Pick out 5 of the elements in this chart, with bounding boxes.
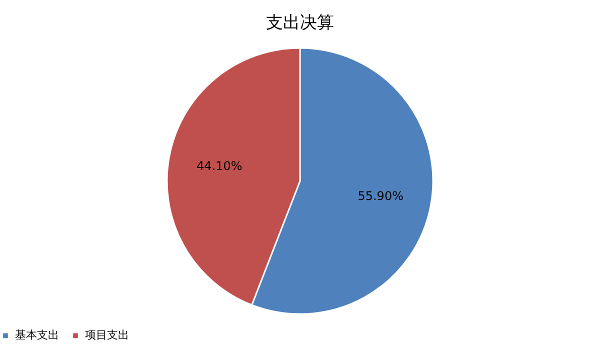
data-label: 44.10%: [196, 158, 242, 173]
chart-title: 支出决算: [266, 13, 334, 33]
legend-label: 基本支出: [15, 328, 59, 342]
data-label: 55.90%: [358, 189, 404, 204]
legend-label: 项目支出: [85, 328, 129, 342]
